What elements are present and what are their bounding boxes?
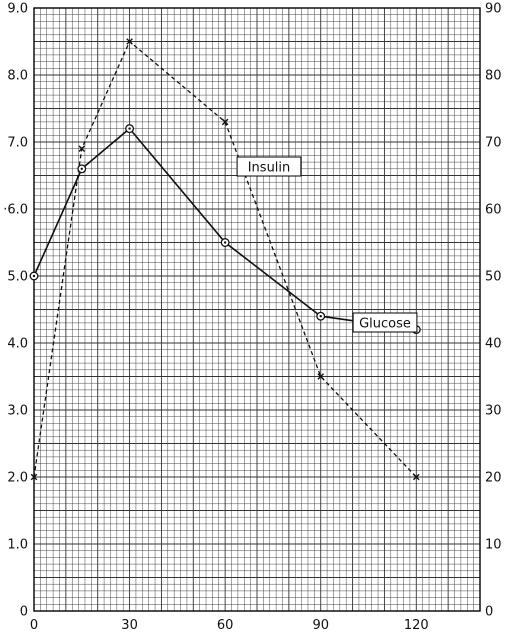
x-tick-label: 90 [312,618,329,633]
data-point-center-glucose [223,241,227,244]
data-point-insulin [412,473,420,481]
x-tick-label: 120 [404,618,429,633]
data-point-insulin [30,473,38,481]
series-label-insulin: Insulin [236,156,302,177]
series-labels: Glucose Insulin [236,156,418,333]
data-point-insulin [317,373,325,380]
data-point-center-glucose [319,315,322,318]
x-tick-label: 60 [217,618,234,633]
right-axis-tick-labels: 0 10 20 30 40 50 60 70 80 90 [485,2,502,620]
y-left-tick-label: ·6.0 [3,203,28,218]
y-left-tick-label: 2.0 [7,471,28,486]
y-right-tick-label: 10 [485,538,502,553]
y-left-tick-label: 5.0 [7,270,28,285]
y-left-tick-label: 1.0 [7,538,28,553]
y-right-tick-label: 50 [485,270,502,285]
y-left-tick-label: 7.0 [7,136,28,151]
data-point-center-glucose [32,274,36,278]
x-tick-label: 0 [30,618,38,633]
y-left-tick-label: 9.0 [7,2,28,17]
y-left-tick-label: 3.0 [7,404,28,419]
y-right-tick-label: 40 [485,337,502,352]
series-line-insulin [33,40,417,478]
plot-border [33,7,481,612]
series-label-glucose: Glucose [352,312,418,333]
data-point-insulin [78,145,86,152]
x-axis-tick-labels: 0 30 60 90 120 [30,618,429,633]
y-right-tick-label: 60 [485,203,502,218]
data-point-center-glucose [128,127,131,130]
y-right-tick-label: 30 [485,404,502,419]
series-lines [33,40,417,478]
x-tick-label: 30 [121,618,138,633]
grid [33,7,481,612]
y-right-tick-label: 0 [485,605,493,620]
plot-frame [33,7,481,612]
y-left-tick-label: 8.0 [7,69,28,84]
data-point-center-glucose [80,167,83,170]
y-right-tick-label: 90 [485,2,502,17]
y-right-tick-label: 80 [485,69,502,84]
y-left-tick-label: 0 [20,605,28,620]
y-right-tick-label: 70 [485,136,502,151]
series-label-text: Glucose [359,317,411,332]
data-point-insulin [221,118,229,126]
series-label-text: Insulin [248,161,291,176]
y-right-tick-label: 20 [485,471,502,486]
left-axis-tick-labels: 0 1.0 2.0 3.0 4.0 5.0 ·6.0 7.0 8.0 9.0 [3,2,28,620]
series-line-glucose [33,127,417,331]
y-left-tick-label: 4.0 [7,337,28,352]
data-point-insulin [126,38,133,45]
